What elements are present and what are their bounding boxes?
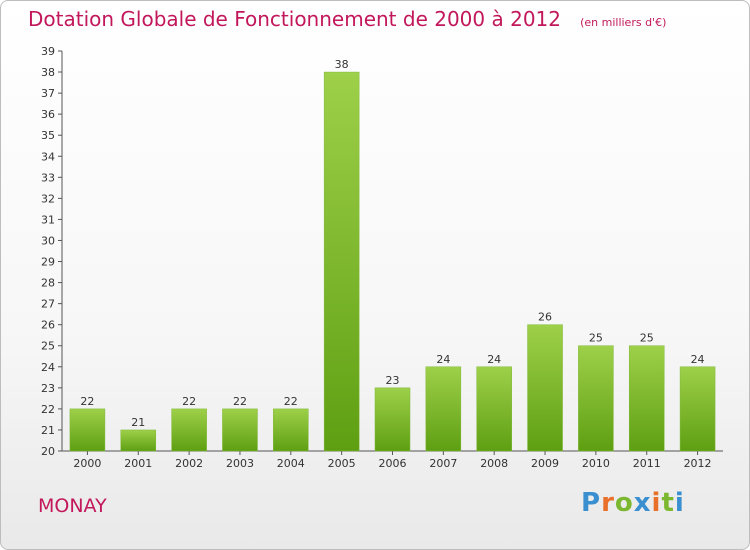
y-tick-label: 35 <box>41 129 55 142</box>
x-tick-label-2012: 2012 <box>684 457 712 470</box>
value-label-2000: 22 <box>80 395 94 408</box>
value-label-2012: 24 <box>691 353 705 366</box>
value-label-2004: 22 <box>284 395 298 408</box>
y-tick-label: 26 <box>41 319 55 332</box>
proxiti-logo[interactable]: Proxiti <box>581 488 685 518</box>
y-tick-label: 29 <box>41 256 55 269</box>
chart-value-labels: 22 21 22 22 22 38 23 24 24 26 25 25 24 <box>80 58 704 429</box>
y-tick-label: 39 <box>41 45 55 58</box>
y-tick-label: 36 <box>41 108 55 121</box>
bar-2009[interactable] <box>527 324 563 452</box>
x-tick-label-2003: 2003 <box>226 457 254 470</box>
bar-2005[interactable] <box>323 71 360 452</box>
logo-letter: r <box>601 488 615 518</box>
x-tick-label-2010: 2010 <box>582 457 610 470</box>
bar-2006[interactable] <box>374 387 411 452</box>
y-tick-label: 21 <box>41 424 55 437</box>
value-label-2005: 38 <box>335 58 349 71</box>
y-tick-label: 23 <box>41 382 55 395</box>
value-label-2010: 25 <box>589 332 603 345</box>
value-label-2006: 23 <box>386 374 400 387</box>
x-tick-label-2001: 2001 <box>124 457 152 470</box>
value-label-2008: 24 <box>487 353 501 366</box>
value-label-2009: 26 <box>538 311 552 324</box>
x-tick-label-2004: 2004 <box>277 457 305 470</box>
chart-bars <box>69 71 716 452</box>
x-tick-label-2002: 2002 <box>175 457 203 470</box>
bar-2012[interactable] <box>679 366 716 452</box>
logo-letter: i <box>651 488 662 518</box>
town-name: MONAY <box>38 495 107 517</box>
bar-2001[interactable] <box>120 429 157 452</box>
x-tick-label-2000: 2000 <box>73 457 101 470</box>
bar-2004[interactable] <box>273 408 309 452</box>
bar-2010[interactable] <box>578 345 614 452</box>
logo-letter: t <box>661 488 675 518</box>
value-label-2001: 21 <box>131 416 145 429</box>
bar-2011[interactable] <box>628 345 665 452</box>
x-tick-label-2006: 2006 <box>379 457 407 470</box>
chart-subtitle: (en milliers d'€) <box>580 16 667 29</box>
y-tick-label: 32 <box>41 192 55 205</box>
logo-letter: x <box>633 488 652 518</box>
value-label-2002: 22 <box>182 395 196 408</box>
x-tick-label-2009: 2009 <box>531 457 559 470</box>
x-tick-label-2005: 2005 <box>328 457 356 470</box>
y-tick-label: 31 <box>41 213 55 226</box>
value-label-2011: 25 <box>640 332 654 345</box>
y-tick-label: 27 <box>41 298 55 311</box>
y-tick-label: 33 <box>41 171 55 184</box>
bar-2007[interactable] <box>425 366 462 452</box>
chart-title-main: Dotation Globale de Fonctionnement de 20… <box>28 7 561 31</box>
chart-axes: 20 21 22 23 24 25 26 27 28 29 30 31 32 33 34 35 36 37 38 39… <box>41 45 723 470</box>
y-tick-label: 28 <box>41 277 55 290</box>
logo-letter: P <box>581 488 602 518</box>
bar-2003[interactable] <box>222 408 258 452</box>
bar-2002[interactable] <box>171 408 207 452</box>
y-tick-label: 25 <box>41 340 55 353</box>
logo-letter: i <box>674 488 685 518</box>
bar-2000[interactable] <box>69 408 106 452</box>
y-tick-label: 30 <box>41 234 55 247</box>
y-tick-label: 24 <box>41 361 55 374</box>
y-tick-label: 34 <box>41 150 55 163</box>
x-tick-label-2011: 2011 <box>633 457 661 470</box>
value-label-2003: 22 <box>233 395 247 408</box>
chart-title: Dotation Globale de Fonctionnement de 20… <box>28 7 666 31</box>
x-tick-label-2008: 2008 <box>480 457 508 470</box>
y-tick-label: 37 <box>41 87 55 100</box>
x-tick-label-2007: 2007 <box>429 457 457 470</box>
value-label-2007: 24 <box>436 353 450 366</box>
logo-letter: o <box>614 488 634 518</box>
y-tick-label: 20 <box>41 445 55 458</box>
y-tick-label: 38 <box>41 66 55 79</box>
y-tick-label: 22 <box>41 403 55 416</box>
bar-2008[interactable] <box>476 366 512 452</box>
